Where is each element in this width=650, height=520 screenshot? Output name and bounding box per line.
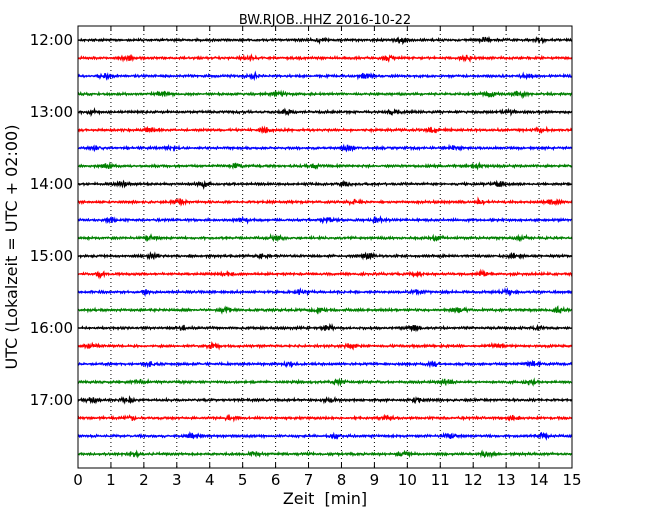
chart-title: BW.RJOB..HHZ 2016-10-22 bbox=[239, 13, 411, 28]
trace-1200 bbox=[77, 35, 573, 46]
trace-1645 bbox=[77, 377, 573, 387]
y-tick-label: 17:00 bbox=[30, 391, 73, 409]
trace-1745 bbox=[77, 449, 573, 459]
plot-frame bbox=[77, 25, 573, 469]
x-tick-label: 3 bbox=[172, 471, 182, 489]
x-tick-label: 15 bbox=[562, 471, 581, 489]
x-tick-label: 9 bbox=[370, 471, 380, 489]
x-tick-label: 0 bbox=[73, 471, 83, 489]
trace-1230 bbox=[77, 70, 573, 82]
trace-1445 bbox=[77, 232, 573, 243]
y-tick-label: 12:00 bbox=[30, 31, 73, 49]
x-tick-label: 12 bbox=[464, 471, 483, 489]
x-axis-label: Zeit [min] bbox=[283, 489, 367, 508]
trace-1530 bbox=[77, 287, 573, 297]
x-tick-label: 11 bbox=[431, 471, 450, 489]
seismic-traces bbox=[77, 35, 573, 459]
y-axis-ticks: 12:00 13:00 14:00 15:00 16:00 17:00 bbox=[30, 31, 572, 409]
trace-1615 bbox=[77, 340, 573, 351]
x-tick-label: 5 bbox=[238, 471, 248, 489]
x-tick-label: 8 bbox=[337, 471, 347, 489]
trace-1500 bbox=[77, 251, 572, 261]
x-tick-label: 6 bbox=[271, 471, 281, 489]
trace-1545 bbox=[77, 305, 573, 315]
grid-lines bbox=[110, 26, 540, 468]
trace-1415 bbox=[77, 196, 573, 207]
x-axis-ticks: 0 1 2 3 4 5 6 7 8 9 10 11 12 13 14 15 bbox=[73, 26, 582, 489]
trace-1245 bbox=[77, 89, 573, 100]
trace-1400 bbox=[77, 179, 573, 190]
trace-1715 bbox=[77, 413, 573, 423]
trace-1630 bbox=[77, 359, 573, 369]
x-tick-label: 13 bbox=[497, 471, 516, 489]
y-axis-label: UTC (Lokalzeit = UTC + 02:00) bbox=[2, 125, 21, 370]
trace-1700 bbox=[77, 395, 573, 405]
y-tick-label: 14:00 bbox=[30, 175, 73, 193]
y-tick-label: 15:00 bbox=[30, 247, 73, 265]
x-tick-label: 2 bbox=[139, 471, 149, 489]
trace-1300 bbox=[77, 106, 573, 118]
x-tick-label: 7 bbox=[304, 471, 314, 489]
x-tick-label: 10 bbox=[398, 471, 417, 489]
trace-1315 bbox=[77, 125, 573, 135]
y-tick-label: 13:00 bbox=[30, 103, 73, 121]
trace-1430 bbox=[77, 214, 573, 225]
trace-1330 bbox=[77, 143, 573, 153]
trace-1515 bbox=[77, 268, 573, 280]
x-tick-label: 1 bbox=[106, 471, 116, 489]
trace-1730 bbox=[77, 431, 573, 441]
x-tick-label: 14 bbox=[530, 471, 549, 489]
trace-1600 bbox=[77, 322, 573, 333]
y-tick-label: 16:00 bbox=[30, 319, 73, 337]
trace-1345 bbox=[77, 161, 573, 171]
trace-1215 bbox=[77, 53, 573, 63]
x-tick-label: 4 bbox=[205, 471, 215, 489]
